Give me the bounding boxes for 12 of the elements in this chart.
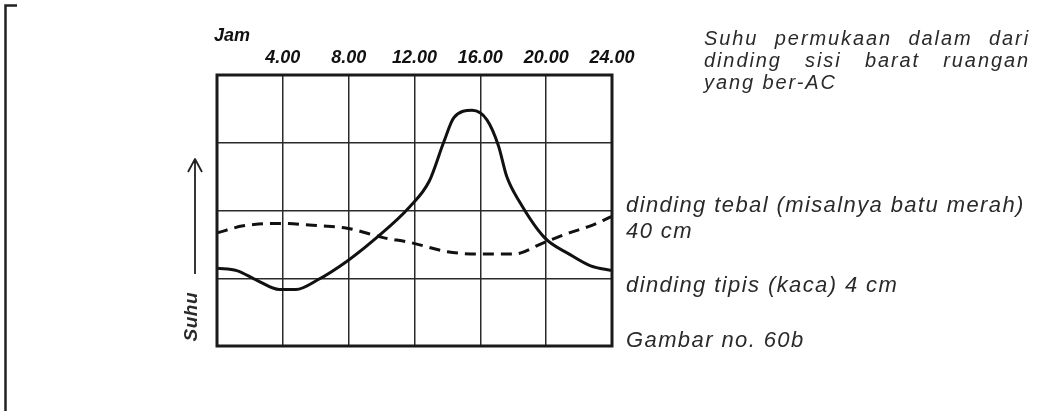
x-tick-label: 8.00: [331, 47, 367, 68]
text: Gambar no. 60b: [626, 327, 805, 353]
series-label: dinding tipis (kaca) 4 cm: [626, 272, 900, 298]
x-tick-label: 20.00: [522, 47, 569, 68]
y-axis-title: Suhu: [180, 292, 201, 342]
x-tick-label: 4.00: [264, 47, 301, 68]
text: Suhu permukaan dalam dari dinding sisi barat ruangan yang ber-AC: [704, 27, 1030, 93]
x-tick-label: 16.00: [457, 47, 503, 68]
x-axis-title: Jam: [214, 25, 251, 46]
x-tick-label: 12.00: [391, 47, 438, 68]
x-tick-label: 24.00: [588, 47, 635, 68]
series-label: dinding tebal (misalnya batu merah) 40 cm: [626, 192, 1026, 244]
